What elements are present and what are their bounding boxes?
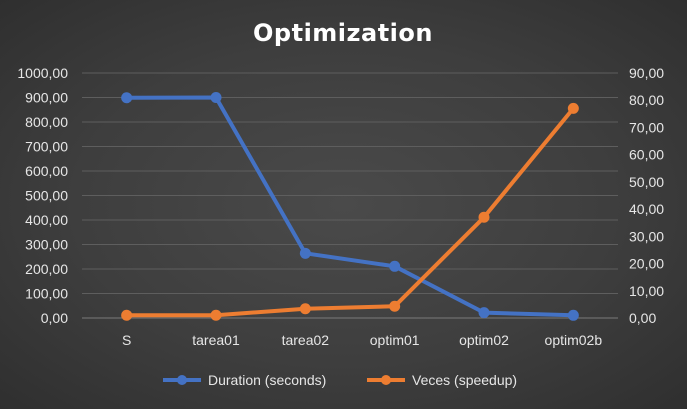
legend: Duration (seconds) Veces (speedup) [163,372,517,388]
series-line-1 [124,106,576,318]
series-1-point [299,303,311,315]
x-axis-category-label: optim02b [545,332,603,348]
series-line-0 [124,95,576,318]
right-y-axis: 0,00 10,00 20,00 30,00 40,00 50,00 60,00 70,00 8… [629,65,664,326]
series-0-point [389,260,401,272]
right-axis-tick-label: 80,00 [629,92,664,108]
left-axis-tick-label: 200,00 [25,261,68,277]
right-axis-tick-label: 40,00 [629,201,664,217]
series-0-point [121,92,133,104]
series-0-point [210,92,222,103]
series-0-point [567,309,579,321]
gridlines [82,72,618,319]
right-axis-tick-label: 0,00 [629,310,656,326]
x-axis-category-label: optim01 [370,332,420,348]
series-1-point [389,300,401,312]
left-axis-tick-label: 100,00 [25,286,68,302]
legend-swatch-marker [381,375,391,385]
series-1-point [567,102,579,114]
left-axis-tick-label: 600,00 [25,163,68,179]
right-axis-tick-label: 70,00 [629,119,664,135]
right-axis-tick-label: 20,00 [629,256,664,272]
series-1-point [121,309,133,321]
legend-label: Duration (seconds) [208,372,326,388]
left-axis-tick-label: 500,00 [25,188,68,204]
x-axis-category-label: tarea01 [192,332,240,348]
right-axis-tick-label: 10,00 [629,283,664,299]
left-axis-tick-label: 400,00 [25,212,68,228]
legend-label: Veces (speedup) [412,372,517,388]
left-axis-tick-label: 700,00 [25,139,68,155]
right-axis-tick-label: 60,00 [629,147,664,163]
left-axis-tick-label: 300,00 [25,237,68,253]
right-axis-tick-label: 50,00 [629,174,664,190]
left-axis-tick-label: 1000,00 [17,65,68,81]
series-1-point [210,309,222,321]
left-axis-tick-label: 0,00 [41,310,68,326]
left-axis-tick-label: 800,00 [25,114,68,130]
series-0-point [299,247,311,259]
x-axis-category-label: tarea02 [282,332,330,348]
legend-swatch-marker [177,375,187,385]
x-axis-category-label: optim02 [459,332,509,348]
chart-title: Optimization [253,19,433,47]
series-layer [121,92,579,321]
series-1-point [478,211,490,223]
x-axis-category-label: S [122,332,131,348]
right-axis-tick-label: 30,00 [629,228,664,244]
right-axis-tick-label: 90,00 [629,65,664,81]
series-0-point [478,307,490,319]
left-axis-tick-label: 900,00 [25,90,68,106]
left-y-axis: 0,00 100,00 200,00 300,00 400,00 500,00 600,00… [17,65,68,326]
